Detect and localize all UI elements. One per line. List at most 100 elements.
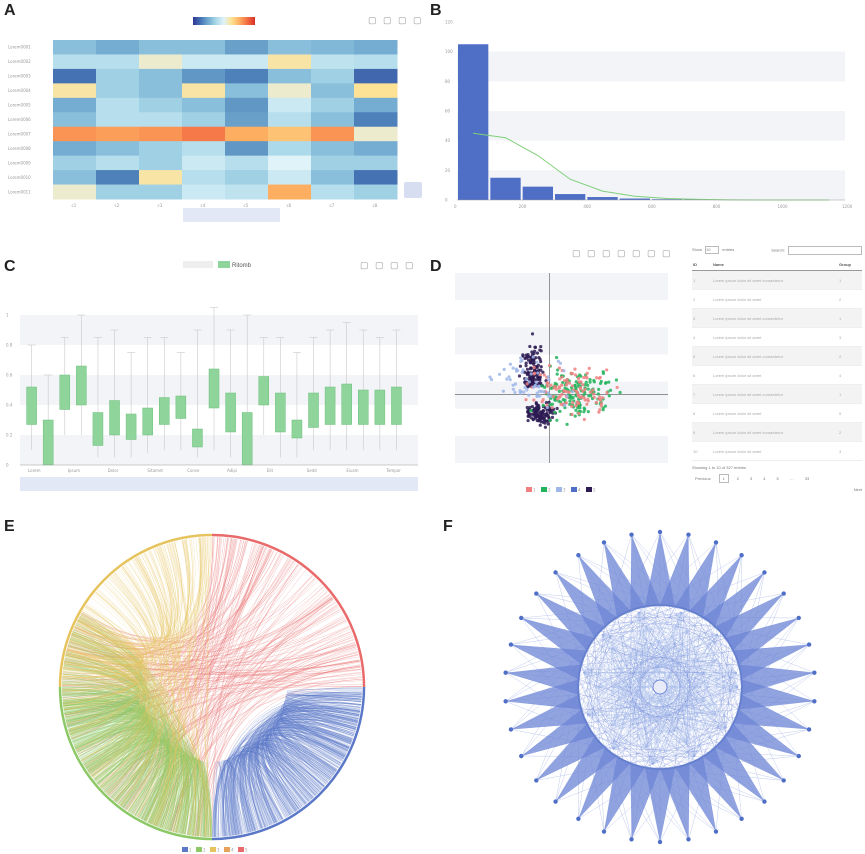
boxplot-toolbar[interactable]: ▢ ▢ ▢ ▢ bbox=[360, 260, 416, 270]
network-edge bbox=[646, 626, 688, 632]
table-cell-group: 4 bbox=[838, 365, 862, 385]
legend-label: 5 bbox=[593, 488, 596, 493]
heatmap-row-label: Lorem0005 bbox=[8, 103, 31, 108]
scatter-point bbox=[542, 390, 546, 394]
scatter-point bbox=[525, 405, 529, 410]
page-button[interactable]: 4 bbox=[763, 476, 766, 481]
table-cell-id: 9 bbox=[692, 422, 712, 442]
heatmap-cell bbox=[53, 68, 97, 84]
scatter-point bbox=[582, 376, 586, 380]
chord-link bbox=[249, 715, 358, 829]
heatmap-row-label: Lorem0010 bbox=[8, 175, 31, 180]
network-node bbox=[519, 615, 524, 621]
box bbox=[275, 392, 286, 433]
network-edge bbox=[741, 672, 815, 680]
page-button[interactable]: 33 bbox=[804, 476, 810, 481]
scatter-point bbox=[539, 420, 543, 424]
network-edge bbox=[594, 542, 717, 737]
scatter-point bbox=[534, 356, 538, 360]
table-row[interactable]: 9 Lorem ipsum dolor sit amet consectetur 2 bbox=[692, 422, 862, 442]
network-edge bbox=[536, 593, 617, 757]
heatmap-cell bbox=[354, 141, 398, 157]
table-row[interactable]: 10 Lorem ipsum dolor sit amet 3 bbox=[692, 441, 862, 461]
heatmap-cell bbox=[225, 112, 269, 128]
visualmap-handle bbox=[404, 182, 422, 198]
heatmap-cell bbox=[225, 141, 269, 157]
scatter-point bbox=[529, 408, 533, 413]
table-row[interactable]: 1 Lorem ipsum dolor sit amet consectetur 1 bbox=[692, 270, 862, 290]
page-button[interactable]: 1 bbox=[718, 474, 729, 483]
table-cell-name: Lorem ipsum dolor sit amet consectetur bbox=[712, 308, 838, 328]
page-button[interactable]: 3 bbox=[750, 476, 753, 481]
search-input[interactable] bbox=[788, 245, 862, 255]
scatter-point bbox=[565, 422, 569, 426]
heatmap-cell bbox=[53, 54, 97, 70]
legend-label: 1 bbox=[189, 848, 192, 853]
table-row[interactable]: 4 Lorem ipsum dolor sit amet 3 bbox=[692, 327, 862, 347]
scatter-point bbox=[538, 415, 542, 419]
network-edge bbox=[536, 736, 595, 781]
scatter-point bbox=[545, 405, 550, 410]
network-edge bbox=[622, 714, 647, 748]
table-row[interactable]: 5 Lorem ipsum dolor sit amet consectetur 2 bbox=[692, 346, 862, 366]
network-edge bbox=[611, 711, 641, 726]
network-edge bbox=[597, 640, 661, 688]
legend-swatch bbox=[526, 487, 532, 492]
scatter-point bbox=[530, 361, 535, 365]
table-row[interactable]: 7 Lorem ipsum dolor sit amet consectetur 1 bbox=[692, 384, 862, 404]
network-edge bbox=[555, 572, 676, 768]
network-edge bbox=[689, 610, 799, 757]
column-header-name[interactable]: Name bbox=[712, 259, 838, 271]
network-edge bbox=[689, 542, 717, 611]
network-node bbox=[576, 553, 581, 558]
heatmap-toolbar[interactable]: ▢ ▢ ▢ ▢ bbox=[368, 15, 424, 25]
network-edge bbox=[679, 673, 689, 712]
table-row[interactable]: 3 Lorem ipsum dolor sit amet consectetur 1 bbox=[692, 308, 862, 328]
histogram-bar bbox=[555, 194, 586, 200]
table-row[interactable]: 2 Lorem ipsum dolor sit amet 2 bbox=[692, 289, 862, 309]
table-row[interactable]: 6 Lorem ipsum dolor sit amet 4 bbox=[692, 365, 862, 385]
scatter-point bbox=[568, 399, 572, 403]
heatmap-cell bbox=[268, 68, 312, 84]
y-tick-label: 80 bbox=[445, 79, 451, 84]
next-page-button[interactable]: Next bbox=[853, 487, 862, 492]
chord-link bbox=[134, 558, 201, 837]
network-edge bbox=[602, 634, 661, 641]
heatmap-cell bbox=[53, 83, 97, 99]
network-node bbox=[519, 753, 524, 759]
network-edge bbox=[612, 686, 738, 750]
box bbox=[241, 412, 253, 466]
chord-link bbox=[261, 725, 352, 816]
scatter-point bbox=[532, 413, 536, 417]
search-label: Search: bbox=[771, 247, 785, 253]
network-node bbox=[739, 553, 744, 558]
heatmap-cell bbox=[182, 112, 226, 128]
prev-page-button[interactable]: Previous bbox=[695, 476, 711, 481]
scatter-point bbox=[531, 417, 535, 421]
scatter-point bbox=[543, 425, 548, 429]
network-edge bbox=[616, 617, 689, 840]
chord-link bbox=[109, 671, 362, 797]
page-button[interactable]: 5 bbox=[776, 476, 779, 481]
network-edge bbox=[715, 626, 765, 802]
table-cell-id: 8 bbox=[692, 403, 712, 423]
network-edge bbox=[602, 634, 605, 660]
legend-label: 2 bbox=[203, 848, 206, 853]
scatter-point bbox=[541, 408, 545, 413]
page-button[interactable]: 2 bbox=[736, 476, 740, 481]
network-edge bbox=[586, 650, 765, 802]
box bbox=[125, 413, 137, 440]
scatter-toolbar[interactable]: ▢ ▢ ▢ ▢ ▢ ▢ ▢ bbox=[572, 248, 673, 258]
column-header-id[interactable]: ID bbox=[692, 259, 712, 271]
table-row[interactable]: 8 Lorem ipsum dolor sit amet 5 bbox=[692, 403, 862, 423]
heatmap-col-label: c1 bbox=[72, 203, 77, 208]
y-tick-label: 120 bbox=[445, 20, 453, 25]
heatmap-col-label: c3 bbox=[158, 203, 163, 208]
entries-select[interactable]: 10 bbox=[705, 246, 720, 254]
heatmap-cell bbox=[139, 97, 183, 113]
network-edge bbox=[603, 637, 726, 832]
column-header-group[interactable]: Group bbox=[838, 259, 862, 271]
network-node bbox=[713, 540, 719, 545]
grid-band bbox=[455, 327, 668, 355]
